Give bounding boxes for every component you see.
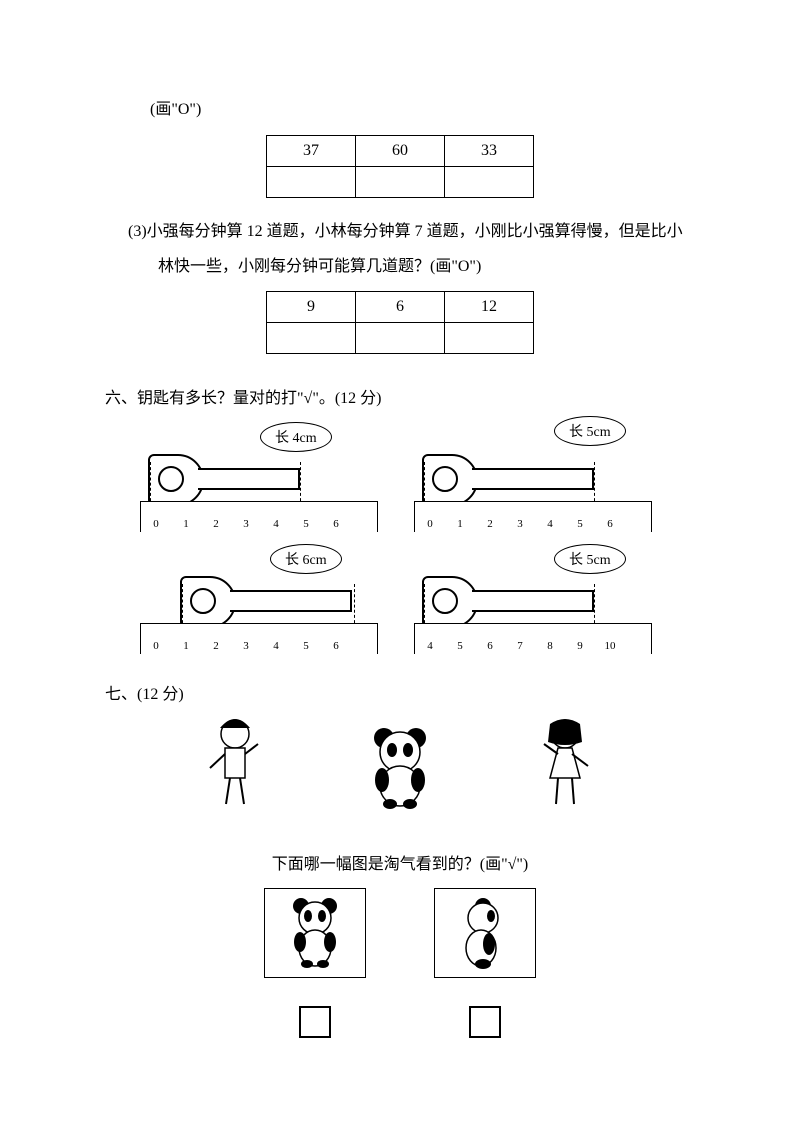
table-q2: 37 60 33 xyxy=(266,135,534,198)
key-figure-3: 长 6cm 0 1 2 3 4 5 6 xyxy=(140,544,386,654)
panda-scene xyxy=(200,714,600,810)
ruler-num: 2 xyxy=(475,518,505,530)
ruler-num: 5 xyxy=(445,640,475,652)
key-icon xyxy=(422,454,592,502)
ruler-num: 9 xyxy=(565,640,595,652)
section-7-heading: 七、(12 分) xyxy=(0,680,800,704)
checkbox-option-1[interactable] xyxy=(299,1006,331,1038)
ruler-num: 5 xyxy=(291,518,321,530)
key-icon xyxy=(422,576,592,624)
table-cell-empty[interactable] xyxy=(445,323,534,354)
table-cell: 60 xyxy=(356,135,445,166)
ruler-num: 3 xyxy=(505,518,535,530)
table-cell: 9 xyxy=(267,292,356,323)
bubble-label: 长 5cm xyxy=(554,416,626,446)
ruler-num: 0 xyxy=(141,640,171,652)
table-cell-empty[interactable] xyxy=(267,323,356,354)
ruler-num: 3 xyxy=(231,518,261,530)
boy-icon xyxy=(200,714,270,810)
ruler-num: 4 xyxy=(261,518,291,530)
table-q3: 9 6 12 xyxy=(266,291,534,354)
ruler-num: 10 xyxy=(595,640,625,652)
q7-instruction: 下面哪一幅图是淘气看到的？(画"√") xyxy=(0,850,800,874)
key-icon xyxy=(180,576,350,624)
ruler-icon: 0 1 2 3 4 5 6 xyxy=(140,501,378,532)
panda-option-front xyxy=(264,888,366,978)
q3-label: (3) xyxy=(128,223,147,240)
q2-instruction: (画"O") xyxy=(0,96,800,125)
bubble-label: 长 4cm xyxy=(260,422,332,452)
ruler-num: 1 xyxy=(171,518,201,530)
key-icon xyxy=(148,454,318,502)
q3-text1: 小强每分钟算 12 道题，小林每分钟算 7 道题，小刚比小强算得慢，但是比小 xyxy=(147,223,683,240)
girl-icon xyxy=(530,714,600,810)
ruler-num: 6 xyxy=(475,640,505,652)
table-cell: 12 xyxy=(445,292,534,323)
table-cell: 6 xyxy=(356,292,445,323)
panda-option-side xyxy=(434,888,536,978)
ruler-num: 5 xyxy=(291,640,321,652)
table-cell: 33 xyxy=(445,135,534,166)
bubble-label: 长 6cm xyxy=(270,544,342,574)
ruler-num: 6 xyxy=(321,640,351,652)
key-figure-1: 长 4cm 0 1 2 3 4 5 6 xyxy=(140,422,386,532)
section-6-heading: 六、钥匙有多长？量对的打"√"。(12 分) xyxy=(0,384,800,408)
q3-line2: 林快一些，小刚每分钟可能算几道题？(画"O") xyxy=(0,253,800,282)
ruler-num: 3 xyxy=(231,640,261,652)
ruler-num: 2 xyxy=(201,640,231,652)
ruler-num: 4 xyxy=(535,518,565,530)
ruler-num: 4 xyxy=(261,640,291,652)
table-cell: 37 xyxy=(267,135,356,166)
ruler-num: 7 xyxy=(505,640,535,652)
key-figure-4: 长 5cm 4 5 6 7 8 9 10 xyxy=(414,544,660,654)
key-figure-2: 长 5cm 0 1 2 3 4 5 6 xyxy=(414,422,660,532)
table-cell-empty[interactable] xyxy=(267,166,356,197)
table-cell-empty[interactable] xyxy=(356,166,445,197)
ruler-icon: 0 1 2 3 4 5 6 xyxy=(140,623,378,654)
ruler-num: 0 xyxy=(141,518,171,530)
ruler-num: 1 xyxy=(171,640,201,652)
q3-line1: (3)小强每分钟算 12 道题，小林每分钟算 7 道题，小刚比小强算得慢，但是比… xyxy=(0,218,800,247)
bubble-label: 长 5cm xyxy=(554,544,626,574)
ruler-num: 6 xyxy=(595,518,625,530)
checkbox-option-2[interactable] xyxy=(469,1006,501,1038)
ruler-num: 1 xyxy=(445,518,475,530)
ruler-num: 4 xyxy=(415,640,445,652)
keys-figure-area: 长 4cm 0 1 2 3 4 5 6 xyxy=(140,422,660,654)
table-cell-empty[interactable] xyxy=(445,166,534,197)
ruler-icon: 0 1 2 3 4 5 6 xyxy=(414,501,652,532)
ruler-icon: 4 5 6 7 8 9 10 xyxy=(414,623,652,654)
ruler-num: 0 xyxy=(415,518,445,530)
panda-options xyxy=(230,888,570,978)
ruler-num: 8 xyxy=(535,640,565,652)
ruler-num: 5 xyxy=(565,518,595,530)
checkbox-row xyxy=(230,1006,570,1038)
ruler-num: 2 xyxy=(201,518,231,530)
table-cell-empty[interactable] xyxy=(356,323,445,354)
ruler-num: 6 xyxy=(321,518,351,530)
panda-center-icon xyxy=(360,724,440,810)
